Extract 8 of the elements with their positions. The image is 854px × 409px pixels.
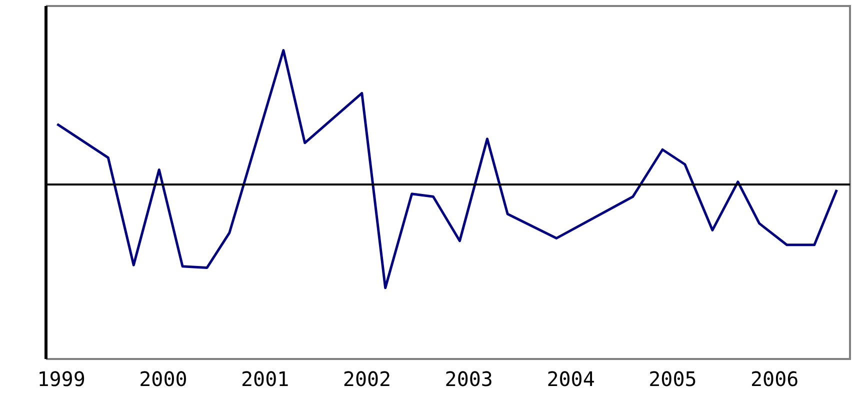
x-tick-label: 1999 [37, 367, 86, 392]
x-tick-label: 2001 [241, 367, 290, 392]
x-tick-label: 2002 [342, 367, 392, 392]
x-tick-label: 2000 [139, 367, 188, 392]
x-tick-label: 2004 [546, 367, 595, 392]
x-tick-label: 2006 [750, 367, 799, 392]
x-tick-label: 2005 [648, 367, 697, 392]
x-tick-label: 2003 [444, 367, 493, 392]
